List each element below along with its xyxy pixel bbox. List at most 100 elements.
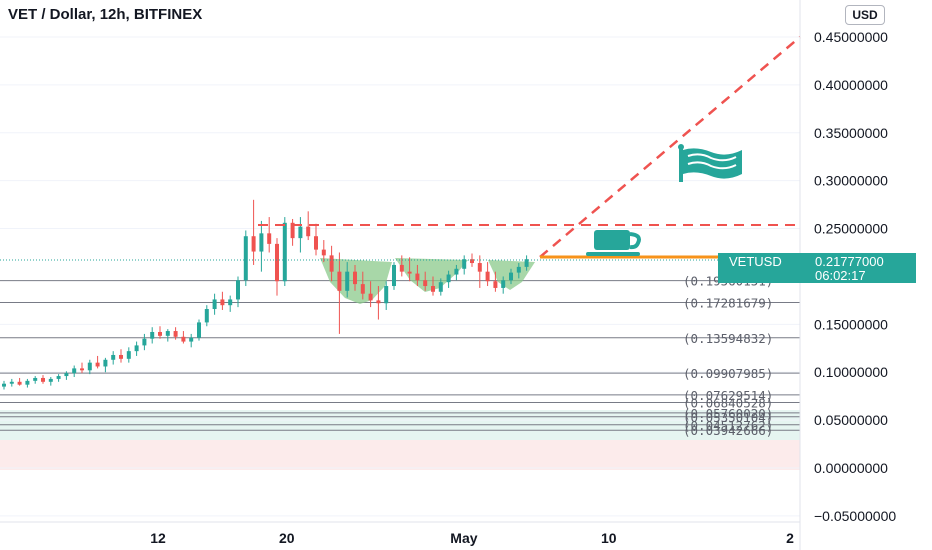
candle-body [423,280,428,287]
y-tick-label: 0.00000000 [814,460,888,476]
candle-body [462,259,467,269]
candle-body [298,226,303,239]
candle-body [321,249,326,256]
fib-level-label: (0.06840528) [683,395,773,410]
candle-body [282,222,287,282]
candle-body [72,368,77,374]
candle-body [17,381,22,385]
candle-body [275,243,279,282]
candle-body [56,376,61,379]
candle-body [142,338,147,346]
currency-button[interactable]: USD [845,5,885,25]
candle-body [119,354,123,359]
candle-body [158,331,162,336]
candle-body [228,299,233,306]
fib-level-label: (0.13594832) [683,331,773,346]
y-tick-label: 0.25000000 [814,221,888,237]
x-tick-label: 12 [150,530,166,546]
candle-body [415,273,420,281]
candle-body [212,299,217,310]
fib-level-label: (0.04512762) [683,418,773,433]
candle-body [368,293,373,301]
candle-body [290,222,295,239]
candle-body [150,331,155,339]
price-tag-countdown: 06:02:17 [815,268,866,283]
candle-body [236,280,240,300]
fib-level-label: (0.09907985) [683,366,773,381]
candle-body [509,272,513,281]
candle-body [407,271,412,274]
candle-body [87,362,92,371]
candle-body [33,377,38,381]
candle-body [103,359,108,367]
candle-body [329,255,334,272]
candle-body [80,368,84,371]
x-tick-label: May [450,530,477,546]
target-projection-line [539,36,801,258]
candle-body [477,263,482,272]
candle-body [516,266,521,273]
candle-body [220,299,225,306]
cup-icon [586,230,641,256]
candle-body [251,236,256,252]
price-tag-symbol: VETUSD [729,254,782,269]
candle-body [48,378,53,382]
y-tick-label: 0.35000000 [814,125,888,141]
y-tick-label: 0.10000000 [814,364,888,380]
x-tick-label: 20 [279,530,295,546]
candle-body [197,322,201,338]
candle-body [95,362,100,367]
candle-body [306,226,311,237]
candle-body [493,281,498,288]
candle-body [165,331,170,336]
candle-body [524,259,529,267]
candle-body [454,268,459,275]
candle-body [173,331,178,337]
candle-body [25,380,30,385]
price-tag: VETUSD 0.21777000 06:02:17 [718,253,916,283]
candle-body [353,271,357,285]
price-tag-price: 0.21777000 [815,254,884,269]
y-tick-label: 0.05000000 [814,412,888,428]
y-tick-label: 0.40000000 [814,77,888,93]
fib-level-label: (0.05350104) [683,410,773,425]
y-tick-label: −0.05000000 [814,508,896,524]
candle-body [126,351,131,359]
candle-body [360,284,365,294]
candle-body [181,336,186,342]
candle-body [267,233,272,244]
fib-level-label: (0.07629514) [683,388,773,403]
y-tick-label: 0.45000000 [814,29,888,45]
low-zone-band [0,440,800,470]
candle-body [64,373,69,377]
candle-body [41,377,45,382]
flag-icon [678,144,742,182]
candle-body [384,286,389,304]
candle-body [243,236,248,281]
cup-pattern-2 [395,258,468,292]
chart-title: VET / Dollar, 12h, BITFINEX [8,6,203,23]
candle-body [431,286,435,292]
candle-body [470,259,474,264]
candle-body [485,271,490,282]
candle-body [111,354,116,360]
candle-body [259,233,264,252]
x-tick-label: 10 [601,530,617,546]
candle-body [134,345,139,352]
fib-level-label: (0.03942666) [683,423,773,438]
fib-level-label: (0.17281679) [683,295,773,310]
candle-body [2,383,6,387]
candle-body [9,381,14,384]
candle-body [337,271,342,291]
candle-body [392,264,396,287]
candle-body [399,264,404,272]
candle-body [314,236,318,250]
candle-body [376,300,381,304]
candle-body [189,337,194,342]
candle-body [501,280,506,288]
candle-body [438,282,443,292]
candle-body [446,274,451,283]
candle-body [345,271,350,291]
candle-body [204,309,209,323]
